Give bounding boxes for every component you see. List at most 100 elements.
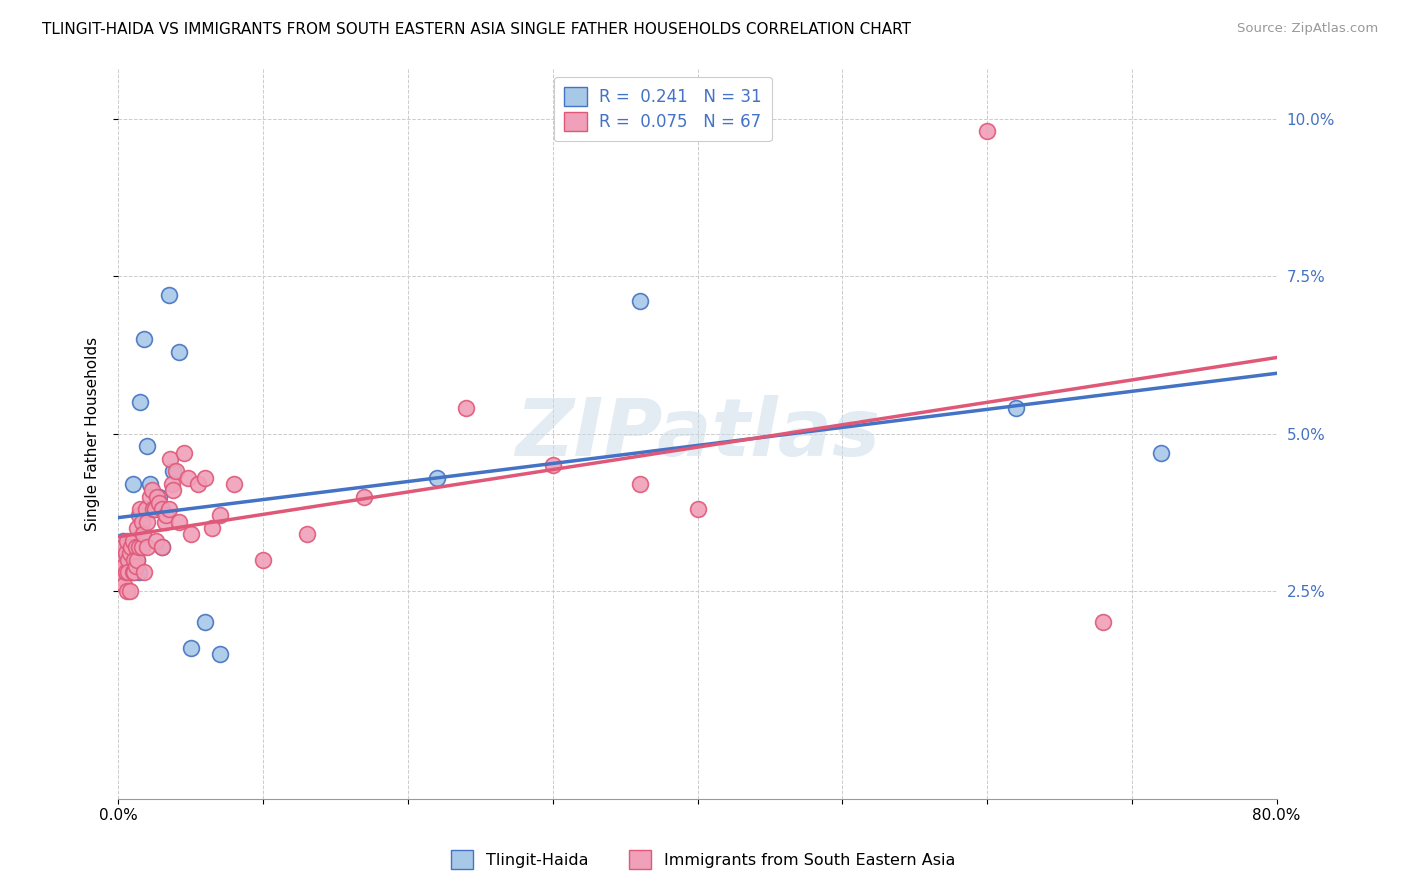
Point <box>125 540 148 554</box>
Point <box>115 584 138 599</box>
Point <box>150 502 173 516</box>
Point <box>201 521 224 535</box>
Point <box>128 540 150 554</box>
Point <box>1150 445 1173 459</box>
Point <box>426 471 449 485</box>
Point <box>125 540 148 554</box>
Point <box>135 502 157 516</box>
Point <box>150 540 173 554</box>
Point <box>127 552 149 566</box>
Point <box>139 490 162 504</box>
Point <box>157 502 180 516</box>
Legend: R =  0.241   N = 31, R =  0.075   N = 67: R = 0.241 N = 31, R = 0.075 N = 67 <box>554 77 772 141</box>
Point <box>541 458 564 472</box>
Point <box>160 477 183 491</box>
Point <box>127 521 149 535</box>
Point <box>167 344 190 359</box>
Point <box>208 647 231 661</box>
Point <box>110 565 132 579</box>
Point <box>121 477 143 491</box>
Point <box>454 401 477 416</box>
Point <box>136 515 159 529</box>
Point <box>120 533 142 548</box>
Point <box>153 515 176 529</box>
Point <box>177 471 200 485</box>
Point <box>117 552 139 566</box>
Point <box>112 578 135 592</box>
Point <box>139 477 162 491</box>
Point <box>252 552 274 566</box>
Point <box>131 540 153 554</box>
Point <box>162 464 184 478</box>
Point <box>142 502 165 516</box>
Point <box>187 477 209 491</box>
Point <box>110 552 132 566</box>
Point <box>976 124 998 138</box>
Point <box>180 527 202 541</box>
Point <box>121 565 143 579</box>
Point <box>124 565 146 579</box>
Point <box>118 584 141 599</box>
Point <box>114 540 136 554</box>
Point <box>111 540 134 554</box>
Point <box>165 464 187 478</box>
Point <box>143 502 166 516</box>
Point <box>110 552 132 566</box>
Point <box>628 477 651 491</box>
Point <box>194 615 217 630</box>
Point <box>146 490 169 504</box>
Point <box>224 477 246 491</box>
Point <box>124 552 146 566</box>
Point <box>129 395 152 409</box>
Point <box>148 490 170 504</box>
Point <box>118 546 141 560</box>
Point <box>132 527 155 541</box>
Point <box>131 527 153 541</box>
Point <box>162 483 184 498</box>
Point <box>628 294 651 309</box>
Point <box>134 332 156 346</box>
Point <box>157 288 180 302</box>
Point <box>127 552 149 566</box>
Point <box>1091 615 1114 630</box>
Point <box>129 502 152 516</box>
Point <box>117 565 139 579</box>
Point <box>686 502 709 516</box>
Point <box>208 508 231 523</box>
Point <box>143 502 166 516</box>
Point <box>141 483 163 498</box>
Point <box>114 546 136 560</box>
Legend: Tlingit-Haida, Immigrants from South Eastern Asia: Tlingit-Haida, Immigrants from South Eas… <box>444 844 962 875</box>
Point <box>155 508 177 523</box>
Point <box>115 552 138 566</box>
Text: TLINGIT-HAIDA VS IMMIGRANTS FROM SOUTH EASTERN ASIA SINGLE FATHER HOUSEHOLDS COR: TLINGIT-HAIDA VS IMMIGRANTS FROM SOUTH E… <box>42 22 911 37</box>
Point <box>125 558 148 573</box>
Point <box>295 527 318 541</box>
Point <box>131 515 153 529</box>
Point <box>353 490 375 504</box>
Point <box>118 546 141 560</box>
Point <box>112 552 135 566</box>
Point <box>134 565 156 579</box>
Point <box>111 571 134 585</box>
Y-axis label: Single Father Households: Single Father Households <box>86 336 100 531</box>
Point <box>194 471 217 485</box>
Text: ZIPatlas: ZIPatlas <box>515 394 880 473</box>
Point <box>136 439 159 453</box>
Point <box>159 451 181 466</box>
Point <box>180 640 202 655</box>
Point <box>173 445 195 459</box>
Point <box>145 533 167 548</box>
Point <box>120 540 142 554</box>
Point <box>148 496 170 510</box>
Point <box>124 552 146 566</box>
Point <box>150 540 173 554</box>
Point <box>136 540 159 554</box>
Point <box>128 508 150 523</box>
Point <box>114 565 136 579</box>
Point <box>1005 401 1028 416</box>
Point <box>128 565 150 579</box>
Point <box>167 515 190 529</box>
Point <box>117 565 139 579</box>
Point <box>115 533 138 548</box>
